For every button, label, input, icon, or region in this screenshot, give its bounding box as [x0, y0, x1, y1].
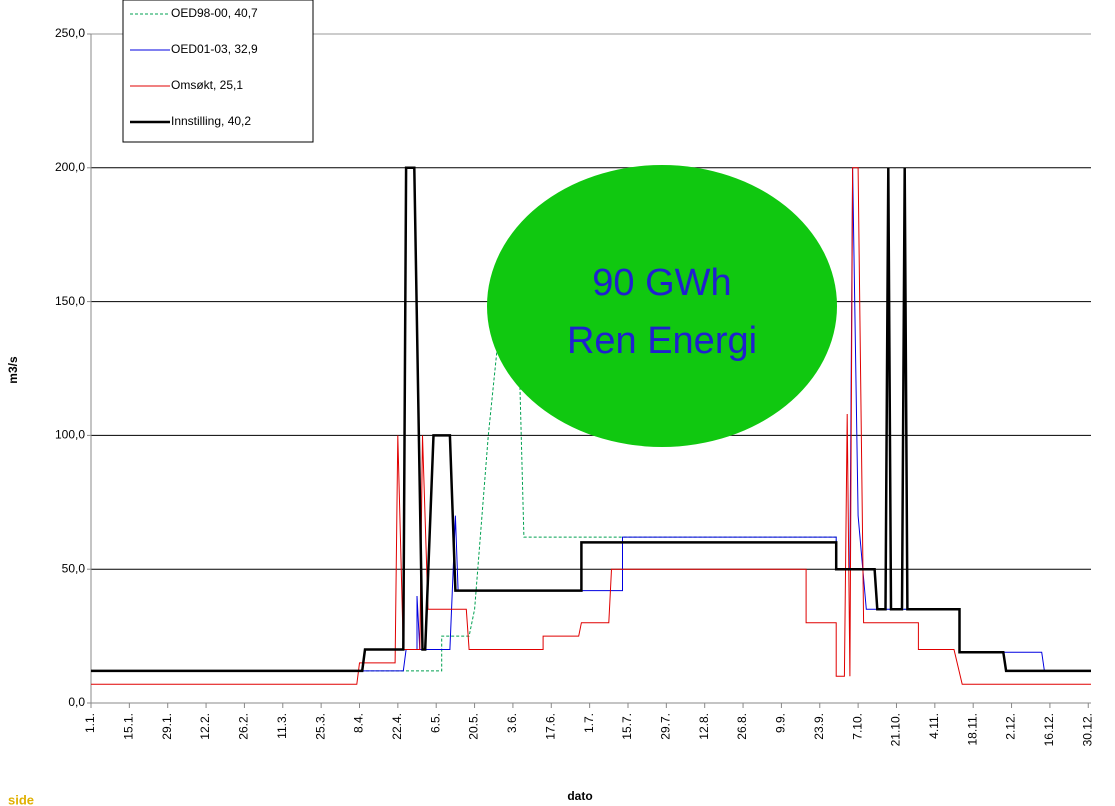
x-tick-label: 29.1.: [160, 713, 174, 740]
legend-box: [122, 0, 314, 143]
x-tick-label: 29.7.: [659, 713, 673, 740]
y-tick-label: 50,0: [62, 561, 86, 575]
x-tick-label: 2.12.: [1004, 713, 1018, 740]
line-series: [91, 166, 1091, 673]
y-tick-label: 250,0: [55, 26, 85, 40]
x-tick-label: 1.7.: [582, 713, 596, 733]
x-tick-label: 7.10.: [850, 713, 864, 740]
legend-label: Innstilling, 40,2: [171, 114, 251, 128]
x-tick-label: 18.11.: [965, 713, 979, 745]
annotation-ellipse: [487, 165, 837, 447]
legend-label: OED01-03, 32,9: [171, 42, 258, 56]
y-tick-label: 0,0: [68, 695, 85, 709]
x-tick-label: 8.4.: [352, 713, 366, 733]
x-axis-label: dato: [567, 789, 592, 803]
x-tick-label: 17.6.: [543, 713, 557, 740]
x-tick-label: 30.12.: [1080, 713, 1094, 746]
x-tick-label: 15.7.: [620, 713, 634, 740]
y-tick-label: 200,0: [55, 160, 85, 174]
x-tick-label: 6.5.: [428, 713, 442, 733]
x-tick-label: 12.8.: [697, 713, 711, 740]
annotation-text: 90 GWh: [592, 262, 731, 304]
x-tick-label: 1.1.: [83, 713, 97, 733]
x-tick-label: 3.6.: [505, 713, 519, 733]
x-tick-label: 23.9.: [812, 713, 826, 740]
x-tick-label: 21.10.: [889, 713, 903, 746]
footer-text: side: [8, 792, 34, 806]
legend-label: Omsøkt, 25,1: [171, 78, 243, 92]
x-tick-label: 12.2.: [198, 713, 212, 740]
x-tick-label: 4.11.: [927, 713, 941, 739]
x-tick-label: 20.5.: [467, 713, 481, 740]
annotation-text: Ren Energi: [567, 320, 757, 362]
y-tick-label: 150,0: [55, 294, 85, 308]
y-tick-label: 100,0: [55, 428, 85, 442]
x-tick-label: 16.12.: [1042, 713, 1056, 746]
legend-label: OED98-00, 40,7: [171, 6, 258, 20]
y-axis-label: m3/s: [6, 356, 20, 384]
x-tick-label: 25.3.: [313, 713, 327, 740]
x-tick-label: 26.2.: [237, 713, 251, 740]
x-tick-label: 11.3.: [275, 713, 289, 739]
line-series: [91, 167, 1091, 685]
x-tick-label: 26.8.: [735, 713, 749, 740]
x-tick-label: 22.4.: [390, 713, 404, 740]
x-tick-label: 15.1.: [122, 713, 136, 740]
x-tick-label: 9.9.: [774, 713, 788, 733]
